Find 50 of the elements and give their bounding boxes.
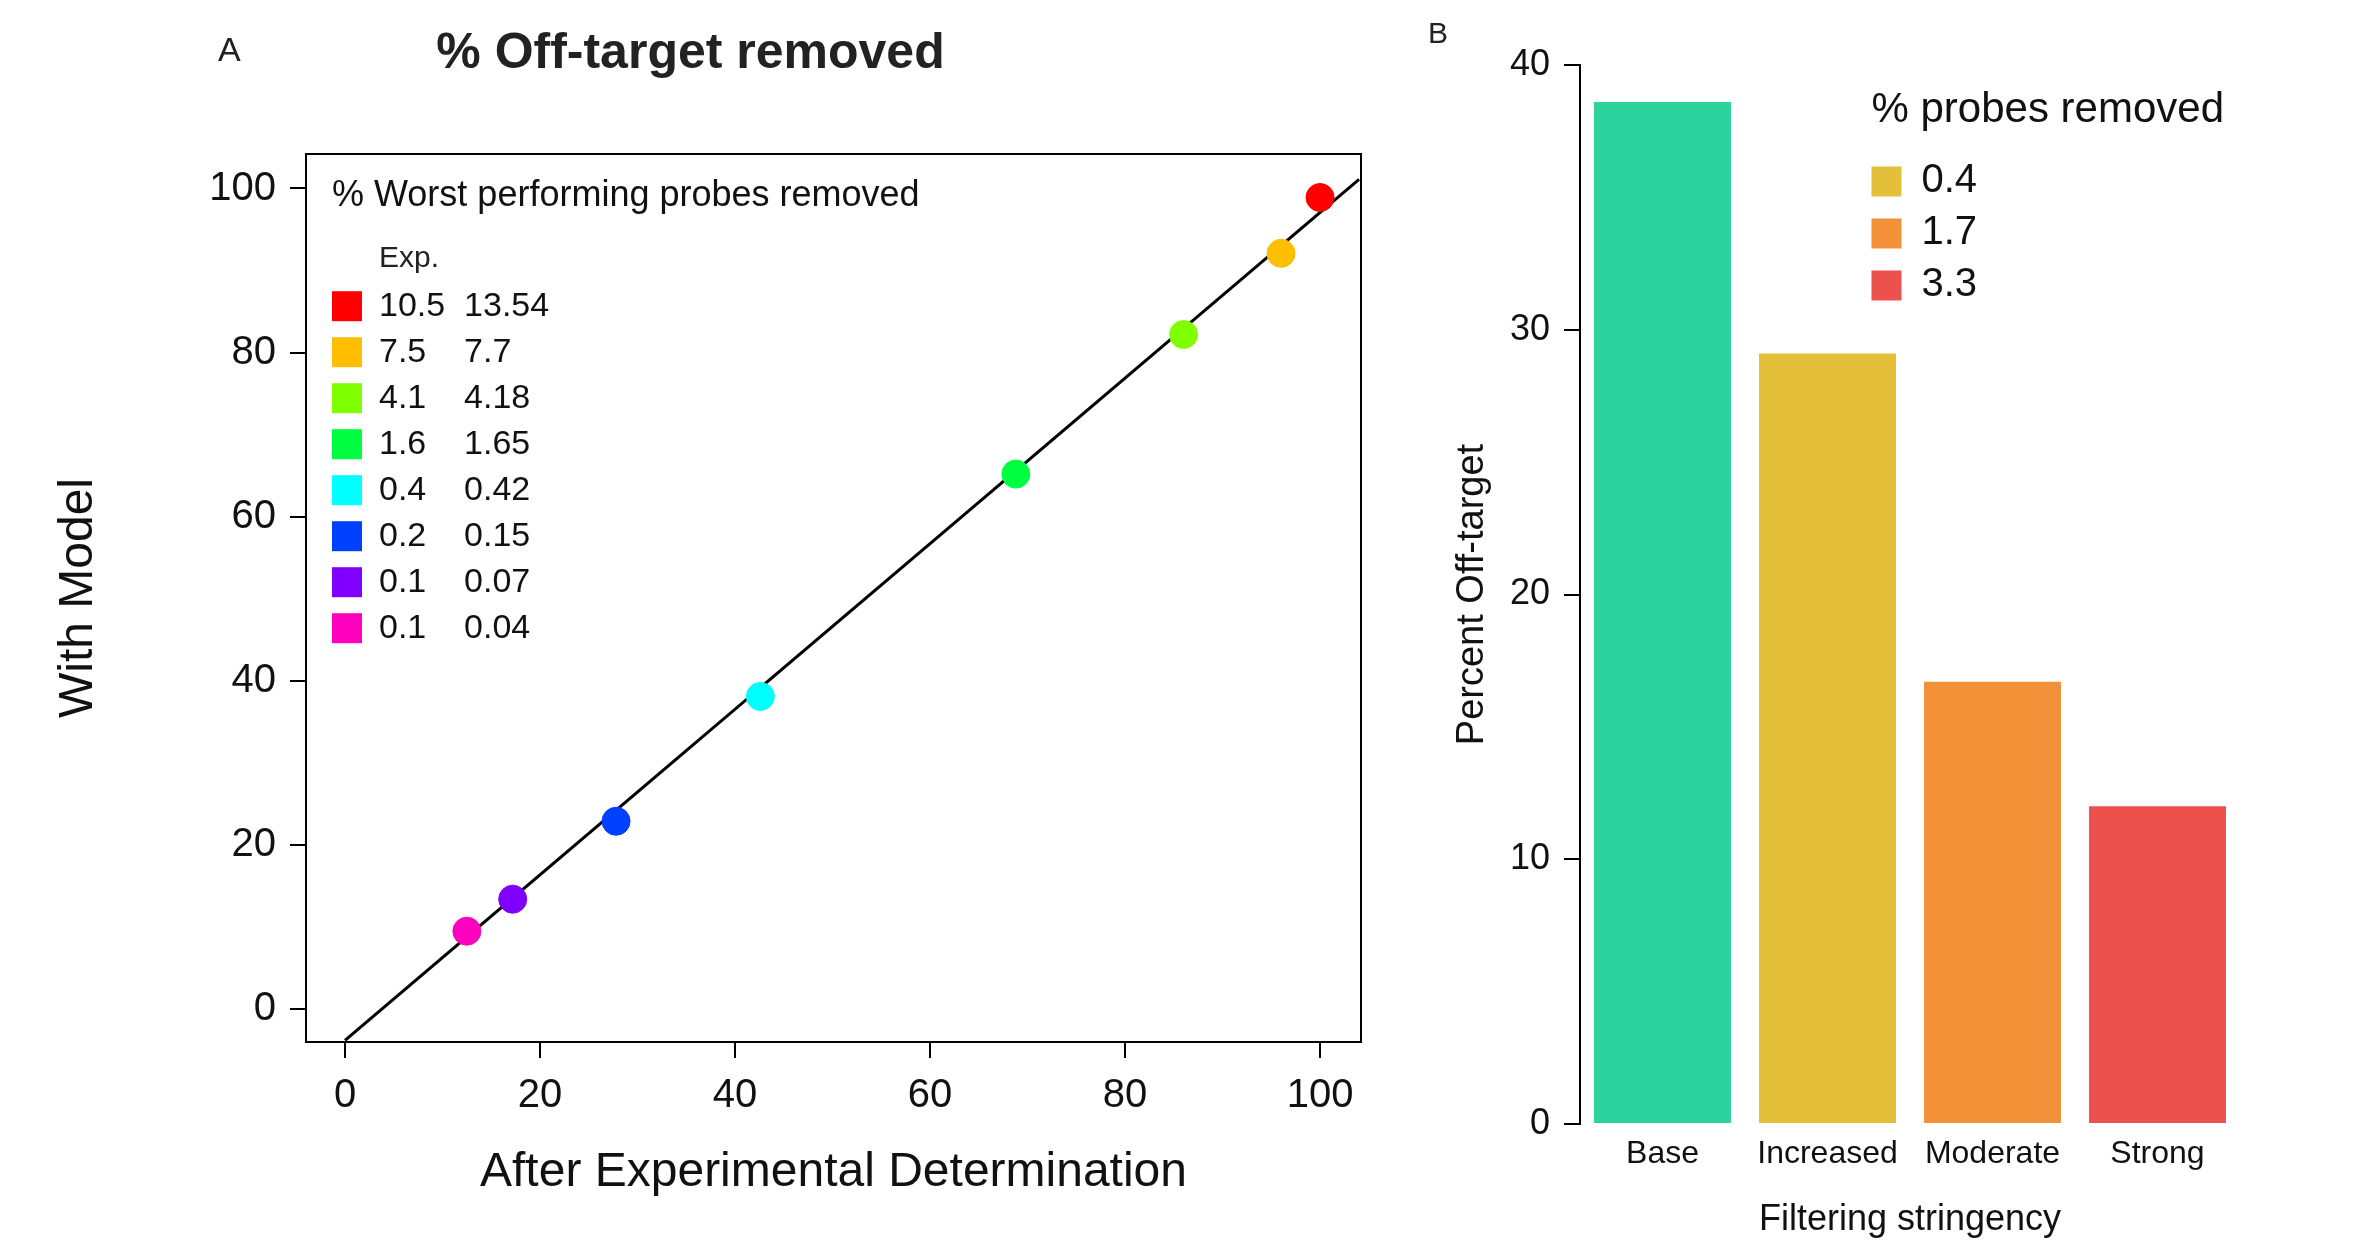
legend-label: 0.1 0.04 [379,606,531,645]
y-tick-label: 40 [231,655,276,700]
x-tick-label: 0 [333,1071,357,1116]
y-tick-label: 20 [1509,571,1550,613]
x-tick-label: 20 [517,1071,563,1116]
point [1169,320,1199,350]
y-axis-title: Percent Off-target [1449,443,1492,746]
point [1305,183,1335,212]
legend-label: 10.5 13.54 [379,284,550,323]
point [1001,459,1031,489]
annotation: Exp. [379,240,440,274]
x-axis-title: After Experimental Determination [480,1143,1187,1197]
x-tick-label: Increased [1757,1134,1898,1171]
legend-label: 0.2 0.15 [379,514,531,553]
x-tick-label: 100 [1286,1071,1354,1116]
y-tick-label: 20 [231,820,276,865]
legend-label: 3.3 [1921,260,1978,305]
legend-label: 0.1 0.07 [379,560,531,599]
y-tick-label: 30 [1509,306,1550,348]
x-tick-label: 40 [712,1071,758,1116]
y-tick-label: 0 [253,984,276,1029]
legend-label: 1.6 1.65 [379,422,531,461]
text: A [218,30,241,69]
legend-title: % Worst performing probes removed [331,172,920,214]
point [745,681,775,711]
text: B [1428,16,1449,50]
x-axis-title: Filtering stringency [1758,1197,2062,1239]
point [1266,238,1296,268]
x-tick-label: 80 [1102,1071,1148,1116]
y-tick-label: 100 [209,163,276,208]
point [601,806,631,836]
legend-label: 0.4 [1921,156,1978,201]
x-tick-label: Moderate [1924,1134,2061,1171]
y-tick-label: 10 [1509,836,1550,878]
legend-label: 1.7 [1921,208,1978,253]
y-tick-label: 80 [231,327,276,372]
y-tick-label: 40 [1509,41,1550,83]
point [498,884,528,914]
legend-label: 4.1 4.18 [379,376,531,415]
chart-title: % Off-target removed [436,22,945,79]
x-tick-label: Base [1626,1134,1699,1171]
legend-title: % probes removed [1871,83,2224,131]
legend-label: 7.5 7.7 [379,330,512,369]
y-tick-label: 0 [1529,1100,1550,1142]
y-tick-label: 60 [231,491,276,536]
x-tick-label: 60 [907,1071,953,1116]
x-tick-label: Strong [2110,1134,2205,1171]
y-axis-title: With Model [49,477,103,719]
legend-label: 0.4 0.42 [379,468,531,507]
point [452,916,482,946]
